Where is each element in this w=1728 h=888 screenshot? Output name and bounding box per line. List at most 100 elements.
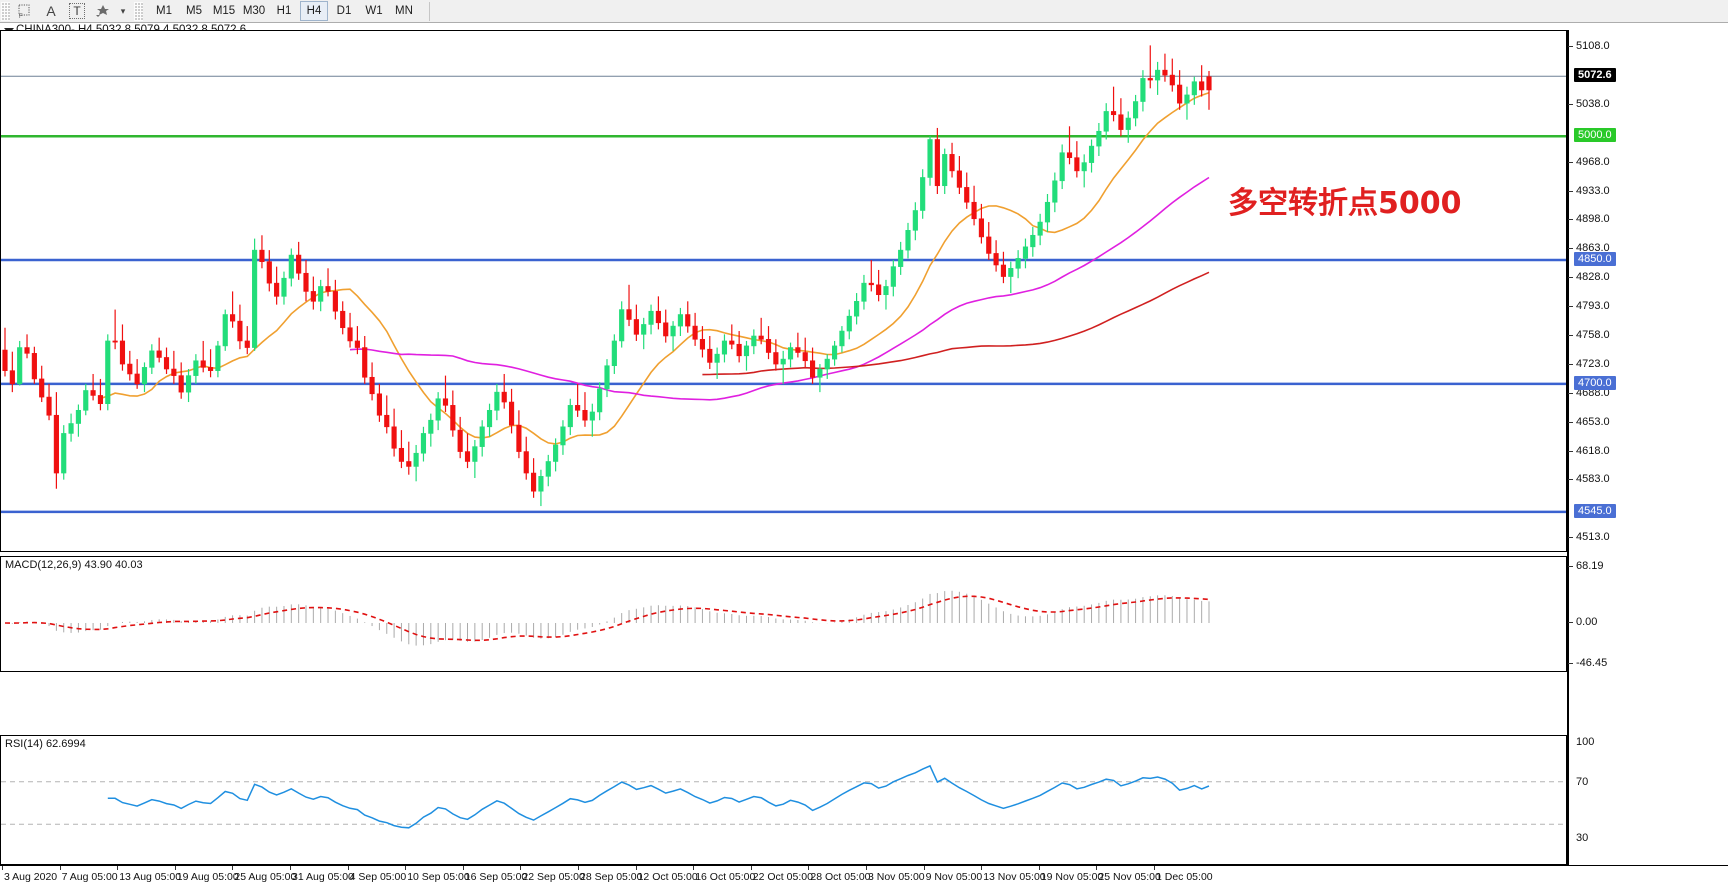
rsi-axis-label: 100 [1576, 736, 1595, 748]
time-axis-label: 10 Sep 05:00 [407, 871, 470, 883]
time-axis-label: 9 Nov 05:00 [925, 871, 983, 883]
timeframe-group: M1 M5 M15 M30 H1 H4 D1 W1 MN [149, 1, 419, 21]
macd-axis-label: -46.45 [1576, 657, 1608, 669]
time-tick [174, 866, 176, 870]
axis-tick [1568, 219, 1573, 221]
axis-tick [1568, 479, 1573, 481]
chart-annotation: 多空转折点5000 [1228, 186, 1462, 221]
axis-tick [1568, 190, 1573, 192]
time-tick [981, 866, 983, 870]
axis-tick [1568, 277, 1573, 279]
time-tick [923, 866, 925, 870]
text-box-icon[interactable]: T [64, 1, 90, 22]
timeframe-m30[interactable]: M30 [242, 5, 266, 17]
axis-tick [1568, 306, 1573, 308]
price-axis-label: 4933.0 [1576, 184, 1610, 197]
time-tick [750, 866, 752, 870]
text-box-glyph: T [69, 3, 85, 19]
time-axis-label: 31 Aug 05:00 [292, 871, 354, 883]
axis-tick [1568, 566, 1573, 567]
rsi-pane[interactable]: RSI(14) 62.6994 [0, 735, 1567, 865]
axis-tick [1568, 46, 1573, 48]
timeframe-h4[interactable]: H4 [300, 1, 328, 21]
time-axis-label: 25 Nov 05:00 [1098, 871, 1161, 883]
axis-tick [1568, 421, 1573, 423]
level-label-4850: 4850.0 [1574, 252, 1616, 267]
rsi-plot [1, 764, 1566, 829]
price-axis-label: 4898.0 [1576, 213, 1610, 226]
axis-tick [1568, 392, 1573, 394]
time-tick [290, 866, 291, 870]
time-axis-label: 13 Nov 05:00 [983, 871, 1046, 883]
time-tick [808, 866, 810, 870]
time-tick [1096, 866, 1098, 870]
time-axis-label: 28 Sep 05:00 [580, 871, 643, 883]
timeframe-mn[interactable]: MN [395, 5, 413, 17]
timeframe-m5[interactable]: M5 [186, 5, 202, 17]
price-axis-label: 4828.0 [1576, 271, 1610, 284]
time-axis-label: 22 Oct 05:00 [752, 871, 813, 883]
time-tick [59, 866, 61, 870]
time-axis-label: 22 Sep 05:00 [522, 871, 585, 883]
toolbar-grip-1[interactable] [1, 1, 10, 21]
text-a-icon[interactable]: A [46, 3, 56, 19]
time-axis-label: 28 Oct 05:00 [810, 871, 871, 883]
price-candlestick-plot [1, 45, 1566, 514]
price-axis[interactable]: 5108.0 5038.0 4968.0 4933.0 4898.0 4863.0 4828… [1567, 30, 1728, 865]
shapes-icon[interactable] [90, 1, 116, 22]
axis-tick [1568, 363, 1573, 365]
time-tick [405, 866, 407, 870]
rsi-axis-label: 30 [1576, 832, 1589, 844]
level-label-4545: 4545.0 [1574, 503, 1616, 518]
time-tick [462, 866, 464, 870]
current-price-label: 5072.6 [1574, 68, 1616, 83]
price-axis-label: 4863.0 [1576, 242, 1610, 255]
axis-tick [1568, 622, 1573, 623]
time-tick [693, 866, 695, 870]
axis-tick [1568, 537, 1573, 539]
price-axis-label: 4513.0 [1576, 531, 1610, 544]
level-label-4700: 4700.0 [1574, 375, 1616, 390]
level-label-5000: 5000.0 [1574, 128, 1616, 143]
time-axis-label: 12 Oct 05:00 [637, 871, 698, 883]
price-axis-label: 4793.0 [1576, 300, 1610, 313]
timeframe-h1[interactable]: H1 [276, 5, 292, 17]
time-axis-label: 19 Aug 05:00 [176, 871, 239, 883]
axis-spine [1568, 30, 1569, 865]
price-axis-label: 4968.0 [1576, 155, 1610, 168]
timeframe-d1[interactable]: D1 [336, 5, 352, 17]
svg-text:F: F [19, 14, 23, 19]
time-axis-label: 25 Aug 05:00 [234, 871, 297, 883]
toolbar: F A T ▾ M1 M5 M15 M30 H1 H4 D1 W1 MN [0, 0, 1728, 23]
time-axis-label: 16 Oct 05:00 [695, 871, 756, 883]
crosshair-icon[interactable]: F [12, 1, 38, 22]
timeframe-m15[interactable]: M15 [212, 5, 236, 17]
timeframe-m1[interactable]: M1 [156, 5, 172, 17]
axis-tick [1568, 248, 1573, 250]
rsi-title: RSI(14) 62.6994 [5, 738, 86, 750]
timeframe-w1[interactable]: W1 [365, 5, 383, 17]
axis-tick [1568, 663, 1573, 664]
price-axis-label: 4653.0 [1576, 415, 1610, 428]
macd-axis-label: 0.00 [1576, 616, 1598, 628]
time-tick [635, 866, 637, 870]
macd-plot [4, 590, 1210, 646]
time-tick [1154, 866, 1155, 870]
time-tick [1038, 866, 1040, 870]
time-tick [117, 866, 119, 870]
toolbar-grip-2[interactable] [134, 1, 143, 21]
price-axis-label: 5108.0 [1576, 40, 1610, 53]
price-axis-label: 5038.0 [1576, 97, 1610, 110]
price-chart-pane[interactable] [0, 30, 1567, 552]
rsi-axis-label: 70 [1576, 776, 1589, 788]
macd-pane[interactable]: MACD(12,26,9) 43.90 40.03 [0, 556, 1567, 672]
time-axis[interactable]: 3 Aug 2020 7 Aug 05:00 13 Aug 05:00 19 Aug … [0, 865, 1728, 888]
toolbar-separator [429, 1, 430, 21]
time-tick [866, 866, 867, 870]
price-axis-label: 4583.0 [1576, 473, 1610, 486]
axis-tick [1568, 161, 1573, 163]
chevron-down-icon[interactable]: ▾ [120, 5, 126, 16]
time-tick [232, 866, 234, 870]
time-axis-label: 13 Aug 05:00 [119, 871, 182, 883]
